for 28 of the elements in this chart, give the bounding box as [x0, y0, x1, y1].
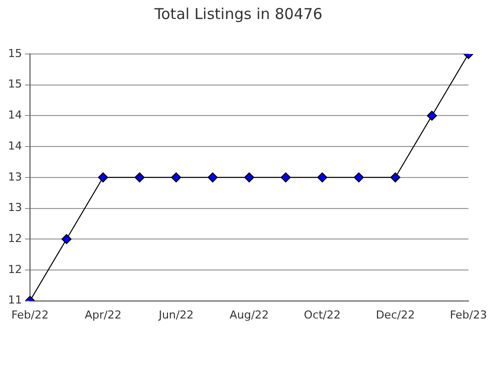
point: [317, 172, 328, 182]
x-tick-label: Feb/23: [450, 308, 488, 322]
point: [208, 172, 218, 182]
point: [171, 172, 182, 182]
x-tick-label: Oct/22: [304, 308, 341, 322]
x-tick-label: Feb/22: [11, 308, 49, 322]
y-tick-label: 14: [8, 108, 22, 122]
x-tick-label: Aug/22: [230, 308, 269, 322]
point: [390, 172, 400, 182]
y-tick-label: 14: [8, 139, 22, 152]
y-tick-label: 15: [8, 46, 22, 60]
y-tick-label: 15: [8, 78, 22, 91]
point: [426, 110, 437, 121]
x-tick-label: Dec/22: [376, 308, 415, 322]
point: [62, 234, 72, 244]
y-tick-label: 12: [8, 262, 22, 276]
y-tick-label: 13: [8, 201, 22, 214]
chart-title: Total Listings in 80476: [154, 4, 322, 23]
point: [98, 172, 108, 182]
y-tick-label: 13: [8, 170, 22, 184]
x-tick-label: Jun/22: [158, 308, 194, 322]
point: [134, 172, 145, 182]
y-tick-label: 12: [8, 232, 22, 245]
point: [354, 172, 364, 182]
point: [244, 172, 254, 182]
y-tick-label: 11: [8, 294, 22, 307]
x-tick-label: Apr/22: [84, 308, 122, 322]
point: [280, 172, 291, 182]
